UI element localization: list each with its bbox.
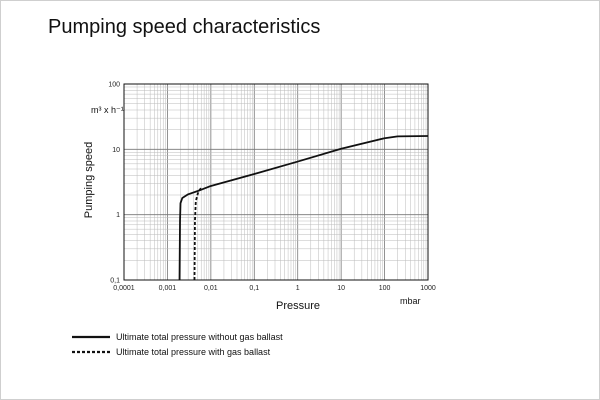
x-tick-label: 1: [296, 285, 300, 292]
legend: Ultimate total pressure without gas ball…: [72, 332, 283, 357]
y-axis-ticks: 0,1 1 10 100: [108, 82, 120, 285]
x-unit-label: mbar: [400, 296, 421, 306]
series-lines: [178, 135, 429, 281]
y-tick-label: 10: [112, 147, 120, 154]
x-tick-label: 0,001: [159, 285, 177, 292]
x-tick-label: 100: [379, 285, 391, 292]
y-tick-label: 100: [108, 82, 120, 89]
x-tick-label: 0,01: [204, 285, 218, 292]
x-tick-label: 0,1: [249, 285, 259, 292]
x-tick-label: 1000: [420, 285, 436, 292]
series-line-solid: [178, 135, 429, 281]
legend-entry-dashed: Ultimate total pressure with gas ballast: [116, 347, 271, 357]
grid: [123, 84, 428, 281]
x-axis-ticks: 0,0001 0,001 0,01 0,1 1 10 100 1000: [113, 285, 436, 292]
series-line-dashed: [193, 187, 202, 281]
page-title: Pumping speed characteristics: [48, 16, 321, 38]
legend-entry-solid: Ultimate total pressure without gas ball…: [116, 332, 283, 342]
x-tick-label: 10: [337, 285, 345, 292]
x-tick-label: 0,0001: [113, 285, 135, 292]
plot-border: [123, 83, 429, 281]
x-axis-label: Pressure: [276, 300, 320, 312]
y-unit-label: m³ x h⁻¹: [91, 105, 124, 115]
y-tick-label: 1: [116, 212, 120, 219]
y-axis-label: Pumping speed: [83, 142, 95, 218]
y-tick-label: 0,1: [110, 278, 120, 285]
